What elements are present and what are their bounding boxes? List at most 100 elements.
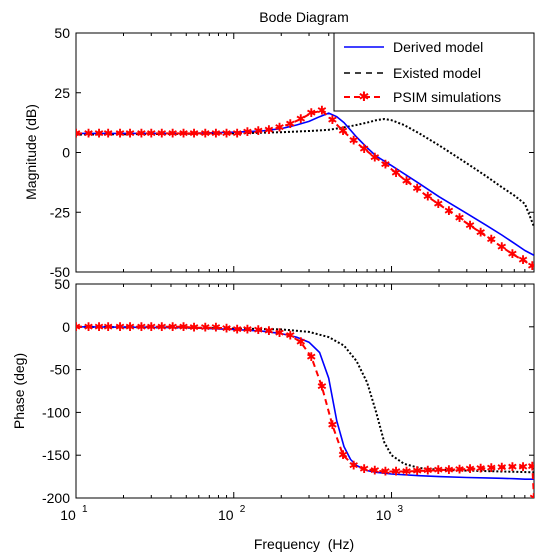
magnitude-psim-marker: ✱ (168, 126, 178, 140)
phase-y-ticks: -200 -150 -100 -50 0 50 (42, 276, 534, 506)
phase-psim-marker: ✱ (264, 324, 274, 338)
phase-psim-marker: ✱ (200, 321, 210, 335)
phase-series-psim-simulations (76, 325, 534, 498)
magnitude-psim-marker: ✱ (423, 190, 433, 204)
phase-y-tick-label: -100 (42, 404, 70, 420)
magnitude-psim-marker: ✱ (476, 226, 486, 240)
legend-label-derived: Derived model (393, 39, 483, 55)
phase-psim-marker: ✱ (338, 448, 348, 462)
phase-psim-marker: ✱ (529, 491, 539, 505)
magnitude-psim-marker: ✱ (349, 134, 359, 148)
phase-psim-marker: ✱ (402, 464, 412, 478)
magnitude-psim-marker: ✱ (232, 126, 242, 140)
magnitude-psim-marker: ✱ (94, 126, 104, 140)
magnitude-y-tick-label: -25 (50, 204, 70, 220)
magnitude-psim-marker: ✱ (391, 166, 401, 180)
phase-psim-marker: ✱ (380, 464, 390, 478)
phase-y-tick-label: 0 (62, 319, 70, 335)
magnitude-psim-marker: ✱ (444, 204, 454, 218)
magnitude-psim-marker: ✱ (125, 126, 135, 140)
magnitude-psim-marker: ✱ (507, 247, 517, 261)
phase-psim-marker: ✱ (274, 326, 284, 340)
magnitude-psim-marker: ✱ (157, 126, 167, 140)
magnitude-psim-marker: ✱ (296, 112, 306, 126)
phase-psim-marker: ✱ (94, 320, 104, 334)
phase-psim-marker: ✱ (232, 322, 242, 336)
phase-psim-marker: ✱ (103, 320, 113, 334)
phase-series: ✱ ✱ ✱ ✱ ✱ ✱ ✱ ✱ ✱ ✱ ✱ ✱ ✱ ✱ ✱ ✱ ✱ ✱ ✱ ✱ ✱ ✱✱✱✱✱✱ ✱ ✱ ✱ ✱ ✱ ✱ ✱ ✱ ✱ ✱ ✱ ✱ ✱… (71, 320, 539, 505)
phase-plot-area (75, 283, 535, 499)
legend-label-existed: Existed model (393, 65, 481, 81)
x-tick-label-exponent: 3 (398, 504, 404, 515)
legend: Derived model Existed model ✱ PSIM simul… (333, 32, 535, 112)
phase-psim-marker: ✱ (412, 464, 422, 478)
phase-psim-marker: ✱ (454, 462, 464, 476)
phase-y-tick-label: 50 (54, 276, 70, 292)
magnitude-psim-marker: ✱ (242, 125, 252, 139)
phase-x-ticks: 10 1 10 2 10 3 (60, 284, 535, 523)
magnitude-psim-marker: ✱ (327, 113, 337, 127)
phase-psim-marker: ✱ (327, 418, 337, 432)
phase-psim-marker: ✱ (222, 322, 232, 336)
magnitude-psim-marker: ✱ (200, 126, 210, 140)
magnitude-psim-marker: ✱ (136, 126, 146, 140)
phase-psim-marker: ✱ (157, 320, 167, 334)
magnitude-psim-marker: ✱ (211, 126, 221, 140)
magnitude-psim-marker: ✱ (189, 126, 199, 140)
magnitude-psim-marker: ✱ (274, 120, 284, 134)
phase-y-tick-label: -50 (50, 362, 70, 378)
magnitude-psim-marker: ✱ (527, 259, 537, 273)
magnitude-psim-marker: ✱ (71, 126, 81, 140)
phase-psim-marker: ✱ (83, 320, 93, 334)
magnitude-series-existed-model (76, 118, 534, 227)
magnitude-psim-marker: ✱ (306, 106, 316, 120)
magnitude-psim-marker: ✱ (380, 157, 390, 171)
magnitude-y-tick-label: 50 (54, 25, 70, 41)
magnitude-y-tick-label: 0 (62, 145, 70, 161)
magnitude-psim-marker: ✱ (178, 126, 188, 140)
magnitude-psim-marker: ✱ (146, 126, 156, 140)
phase-psim-marker: ✱ (253, 323, 263, 337)
phase-psim-marker: ✱ (433, 463, 443, 477)
phase-psim-marker: ✱ (444, 463, 454, 477)
magnitude-psim-marker: ✱ (253, 124, 263, 138)
magnitude-psim-marker: ✱ (370, 150, 380, 164)
phase-psim-marker: ✱ (71, 320, 81, 334)
magnitude-series-psim-simulations (76, 109, 533, 267)
phase-psim-marker: ✱ (189, 321, 199, 335)
phase-psim-marker: ✱ (115, 320, 125, 334)
legend-label-psim: PSIM simulations (393, 89, 501, 105)
x-axis-label: Frequency (Hz) (254, 536, 354, 552)
magnitude-psim-marker: ✱ (454, 211, 464, 225)
magnitude-psim-marker: ✱ (338, 124, 348, 138)
magnitude-psim-marker: ✱ (486, 233, 496, 247)
phase-y-axis-label: Phase (deg) (11, 353, 27, 429)
phase-psim-marker: ✱ (527, 459, 537, 473)
magnitude-y-ticks: -50 -25 0 25 50 (50, 25, 534, 280)
magnitude-y-axis-label: Magnitude (dB) (23, 104, 39, 200)
phase-psim-marker: ✱ (476, 461, 486, 475)
magnitude-series: ✱ ✱ ✱ ✱ ✱ ✱ ✱ ✱ ✱ ✱ ✱ ✱ ✱ ✱ ✱ ✱ ✱ ✱ ✱ ✱ ✱ ✱ ✱ ✱✱✱✱✱✱✱✱✱✱✱✱✱✱✱✱✱… (71, 104, 537, 273)
magnitude-psim-marker: ✱ (518, 253, 528, 267)
chart-title: Bode Diagram (259, 9, 349, 25)
phase-psim-marker: ✱ (317, 380, 327, 394)
magnitude-psim-marker: ✱ (402, 174, 412, 188)
x-tick-label: 10 (60, 507, 76, 523)
phase-psim-marker: ✱ (211, 321, 221, 335)
magnitude-psim-marker: ✱ (103, 126, 113, 140)
phase-psim-marker: ✱ (285, 328, 295, 342)
legend-swatch-psim-marker: ✱ (359, 89, 370, 104)
phase-psim-marker: ✱ (146, 320, 156, 334)
phase-psim-marker: ✱ (125, 320, 135, 334)
magnitude-psim-marker: ✱ (465, 218, 475, 232)
x-tick-label-exponent: 2 (240, 504, 246, 515)
magnitude-psim-marker: ✱ (115, 126, 125, 140)
x-tick-label: 10 (376, 507, 392, 523)
phase-series-existed-model (76, 325, 534, 474)
x-tick-label: 10 (218, 507, 234, 523)
phase-psim-marker: ✱ (306, 350, 316, 364)
magnitude-psim-marker: ✱ (359, 142, 369, 156)
phase-psim-marker: ✱ (370, 464, 380, 478)
